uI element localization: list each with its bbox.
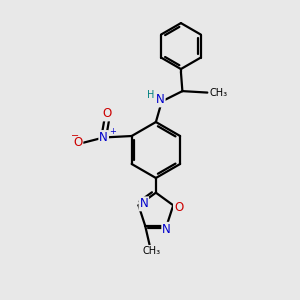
Text: N: N [156, 93, 165, 106]
Text: CH₃: CH₃ [209, 88, 228, 98]
Text: N: N [162, 223, 171, 236]
Text: +: + [109, 127, 116, 136]
Text: N: N [140, 197, 148, 210]
Text: H: H [147, 90, 154, 100]
Text: O: O [103, 107, 112, 120]
Text: N: N [99, 131, 108, 144]
Text: −: − [71, 131, 79, 141]
Text: O: O [73, 136, 83, 149]
Text: O: O [174, 201, 183, 214]
Text: CH₃: CH₃ [143, 246, 161, 256]
